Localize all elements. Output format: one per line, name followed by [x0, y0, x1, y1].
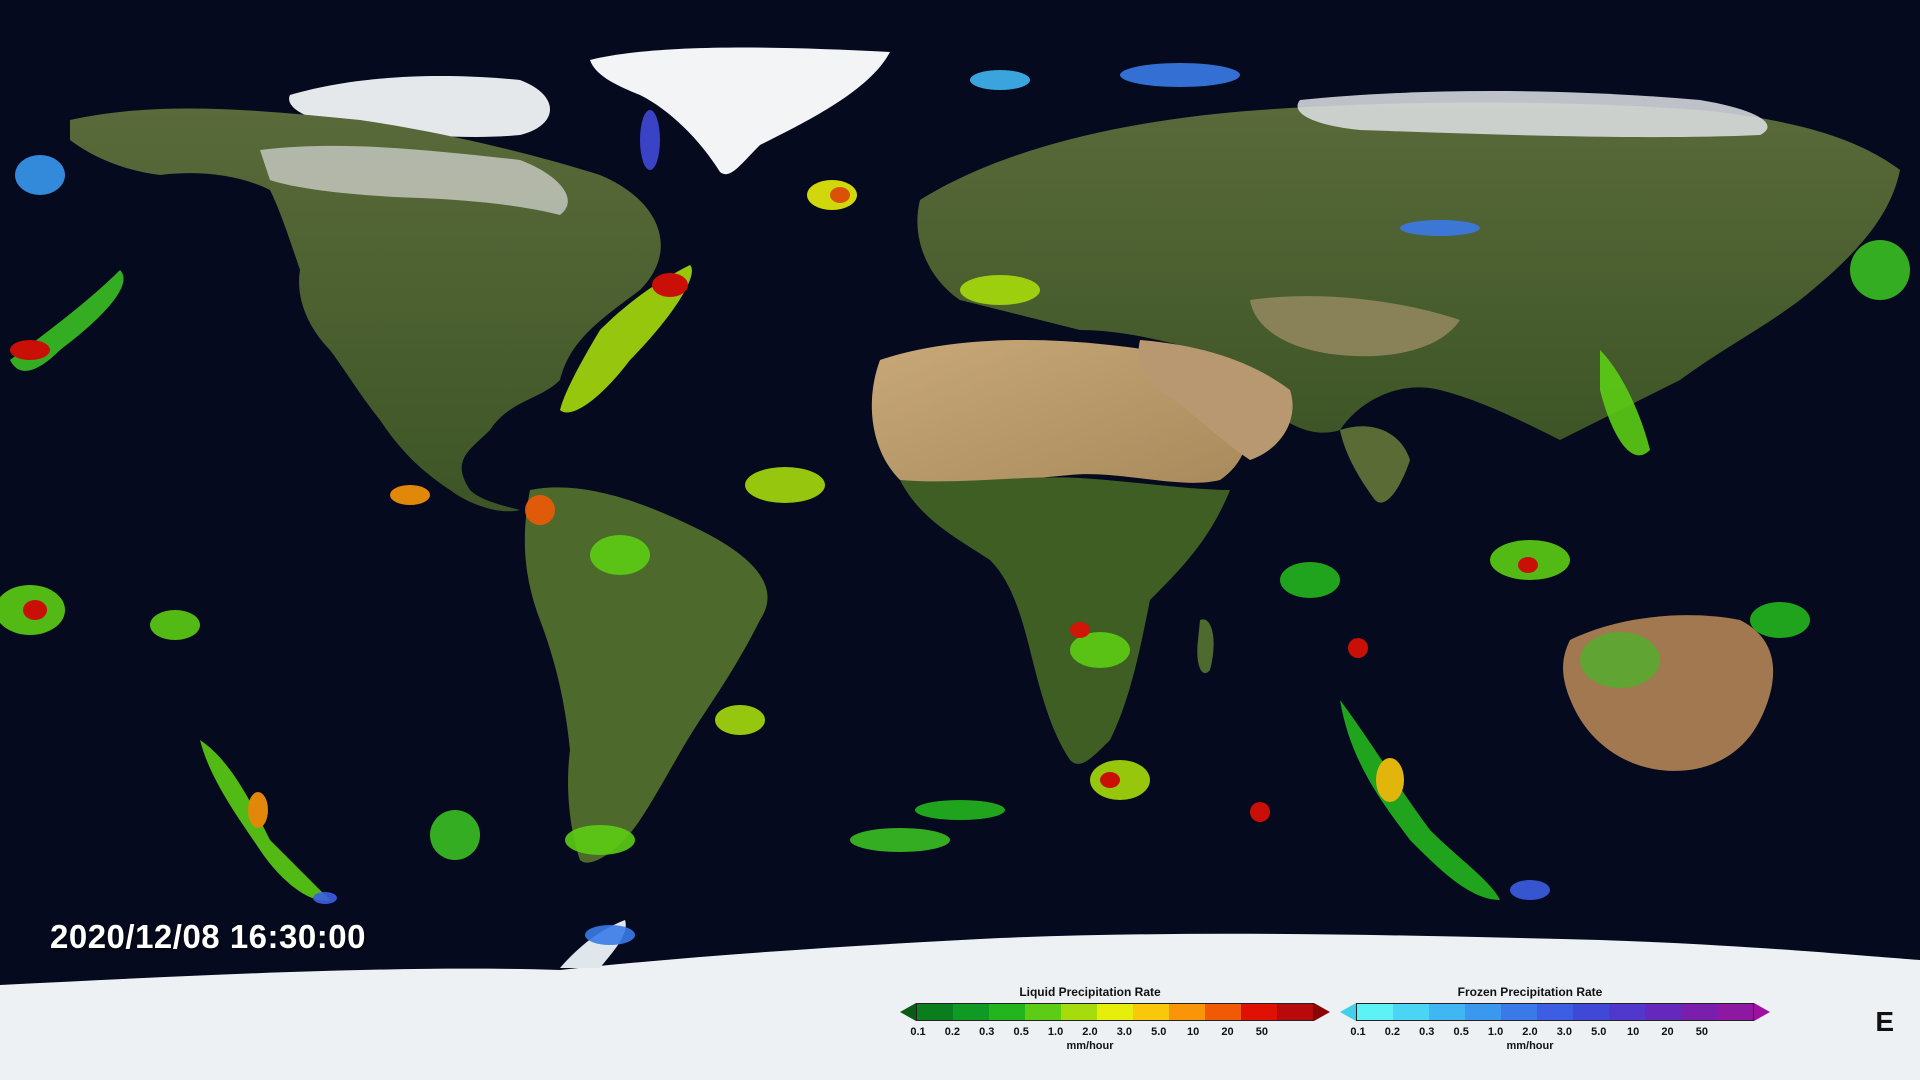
arabia: [1138, 340, 1293, 460]
color-swatches: [916, 1003, 1314, 1021]
tick-label: 20: [1661, 1026, 1674, 1038]
tick-label: 0.3: [1419, 1026, 1435, 1038]
color-swatch: [1681, 1004, 1717, 1020]
legend-title: Liquid Precipitation Rate: [1019, 985, 1161, 999]
frozen-precip-legend: Frozen Precipitation Rate 0.1 0.2 0.3 0.5 1.…: [1340, 985, 1770, 1052]
color-swatch: [1465, 1004, 1501, 1020]
tick-label: 0.1: [1350, 1026, 1366, 1038]
color-swatch: [953, 1004, 989, 1020]
color-swatch: [1277, 1004, 1313, 1020]
north-america-snow: [260, 145, 568, 215]
legend-units: mm/hour: [1066, 1040, 1114, 1052]
tick-label: 10: [1187, 1026, 1200, 1038]
central-asia-desert: [1250, 296, 1460, 357]
tick-labels: 0.1 0.2 0.3 0.5 1.0 2.0 3.0 5.0 10 20 50: [908, 1026, 1272, 1038]
over-range-arrow: [1314, 1003, 1330, 1021]
color-scale: [900, 1002, 1330, 1022]
tick-label: 1.0: [1047, 1026, 1064, 1038]
over-range-arrow: [1754, 1003, 1770, 1021]
color-swatch: [1133, 1004, 1169, 1020]
legend-units: mm/hour: [1506, 1040, 1554, 1052]
under-range-arrow: [900, 1003, 916, 1021]
tick-labels: 0.1 0.2 0.3 0.5 1.0 2.0 3.0 5.0 10 20 50: [1348, 1026, 1712, 1038]
madagascar: [1197, 619, 1214, 674]
tick-label: 10: [1627, 1026, 1640, 1038]
color-swatch: [989, 1004, 1025, 1020]
tick-label: 0.5: [1453, 1026, 1469, 1038]
siberia-snow: [1297, 91, 1768, 138]
color-swatch: [1169, 1004, 1205, 1020]
color-swatch: [917, 1004, 953, 1020]
tick-label: 3.0: [1556, 1026, 1572, 1038]
color-swatch: [1609, 1004, 1645, 1020]
timestamp: 2020/12/08 16:30:00: [50, 918, 366, 955]
precip-frozen: [15, 63, 1550, 945]
tick-label: 0.1: [910, 1026, 926, 1038]
color-swatch: [1025, 1004, 1061, 1020]
legend-title: Frozen Precipitation Rate: [1457, 985, 1603, 999]
tick-label: 20: [1221, 1026, 1234, 1038]
color-swatch: [1393, 1004, 1429, 1020]
south-america: [524, 487, 768, 863]
liquid-precip-legend: Liquid Precipitation Rate 0.1 0.2 0.3 0.5 1.…: [900, 985, 1330, 1052]
tick-label: 0.3: [979, 1026, 995, 1038]
tick-label: 3.0: [1116, 1026, 1132, 1038]
under-range-arrow: [1340, 1003, 1356, 1021]
color-swatch: [1717, 1004, 1753, 1020]
color-swatch: [1097, 1004, 1133, 1020]
tick-label: 50: [1695, 1026, 1709, 1038]
color-swatch: [1645, 1004, 1681, 1020]
color-swatch: [1573, 1004, 1609, 1020]
corner-mark: E: [1875, 1006, 1894, 1037]
greenland-ice: [590, 47, 890, 175]
tick-label: 0.2: [944, 1026, 961, 1038]
tick-label: 50: [1255, 1026, 1269, 1038]
tick-label: 0.2: [1384, 1026, 1401, 1038]
color-swatch: [1537, 1004, 1573, 1020]
color-swatch: [1205, 1004, 1241, 1020]
color-swatch: [1357, 1004, 1393, 1020]
color-swatch: [1501, 1004, 1537, 1020]
india: [1340, 426, 1410, 503]
tick-label: 2.0: [1082, 1026, 1098, 1038]
color-swatch: [1241, 1004, 1277, 1020]
tick-label: 1.0: [1487, 1026, 1504, 1038]
color-swatch: [1429, 1004, 1465, 1020]
color-swatch: [1061, 1004, 1097, 1020]
tick-label: 2.0: [1522, 1026, 1538, 1038]
color-swatches: [1356, 1003, 1754, 1021]
color-scale: [1340, 1002, 1770, 1022]
eurasia: [917, 102, 1900, 440]
africa-south: [900, 477, 1230, 764]
tick-label: 0.5: [1013, 1026, 1029, 1038]
tick-label: 5.0: [1591, 1026, 1607, 1038]
north-america: [70, 108, 661, 512]
tick-label: 5.0: [1151, 1026, 1167, 1038]
precip-liquid: [0, 180, 1910, 901]
